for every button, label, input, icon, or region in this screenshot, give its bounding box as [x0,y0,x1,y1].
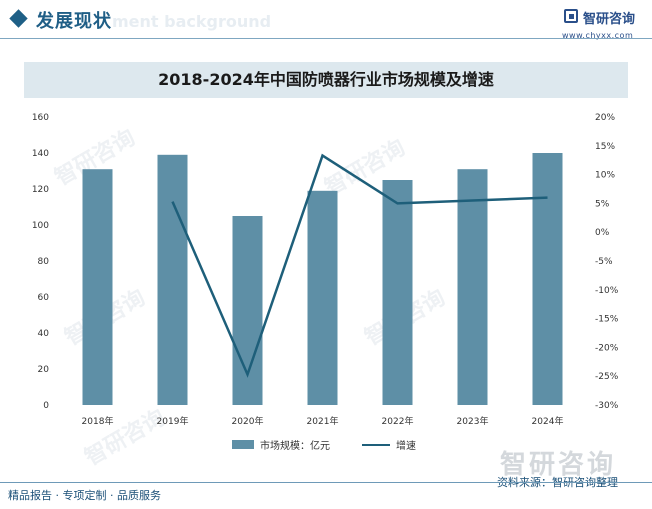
x-tick-label: 2021年 [307,415,339,427]
y-right-tick-label: -20% [595,343,619,353]
x-tick-label: 2019年 [157,415,189,427]
x-tick-label: 2020年 [232,415,264,427]
y-left-tick-label: 40 [38,329,50,339]
legend-bar-label: 市场规模：亿元 [260,441,330,452]
bar-mark [157,154,188,405]
header-divider [0,38,652,39]
y-left-tick-label: 20 [38,365,50,375]
bar-mark [532,153,563,405]
y-left-tick-label: 0 [43,401,49,411]
y-right-tick-label: 5% [595,199,610,209]
y-left-tick-label: 80 [38,257,50,267]
bar-mark [307,190,338,405]
y-right-tick-label: -15% [595,315,619,325]
x-tick-label: 2024年 [532,415,564,427]
y-left-tick-label: 100 [32,221,49,231]
y-right-tick-label: 20% [595,113,615,123]
bar-mark [457,169,488,405]
bar-mark [382,180,413,405]
chart-plot: 0 20 40 60 80 100 120 140 160 -30% -25% -20% -15% -1… [32,113,619,427]
legend-bar-swatch [232,440,254,449]
page-header: 发展现状 ment background 智研咨询 www.chyxx.com [0,0,652,44]
y-left-tick-label: 140 [32,149,49,159]
x-tick-label: 2022年 [382,415,414,427]
y-right-tick-label: -25% [595,372,619,382]
brand-name: 智研咨询 [583,12,636,27]
diamond-icon [9,9,28,28]
header-ghost-text: ment background [112,12,272,31]
y-right-tick-label: -10% [595,286,619,296]
y-right-tick-label: -5% [595,257,613,267]
y-right-tick-label: 10% [595,171,615,181]
y-left-tick-label: 60 [38,293,50,303]
brand-url: www.chyxx.com [562,31,634,40]
bar-mark [82,169,113,405]
x-tick-label: 2018年 [82,415,114,427]
y-left-tick-label: 160 [32,113,49,123]
watermark-logo: 智研咨询 [500,450,617,480]
legend-line-label: 增速 [396,441,416,452]
brand-logo-icon [564,9,578,23]
growth-line [171,153,548,378]
footer-slogan: 精品报告 · 专项定制 · 品质服务 [8,489,161,502]
section-title: 发展现状 [36,11,112,32]
legend-line-swatch [362,444,390,446]
x-tick-label: 2023年 [457,415,489,427]
y-left-tick-label: 120 [32,185,49,195]
footer-divider [0,482,652,483]
y-right-tick-label: -30% [595,401,619,411]
y-right-tick-label: 0% [595,228,610,238]
chart-title: 2018-2024年中国防喷器行业市场规模及增速 [24,62,628,98]
y-right-tick-label: 15% [595,142,615,152]
